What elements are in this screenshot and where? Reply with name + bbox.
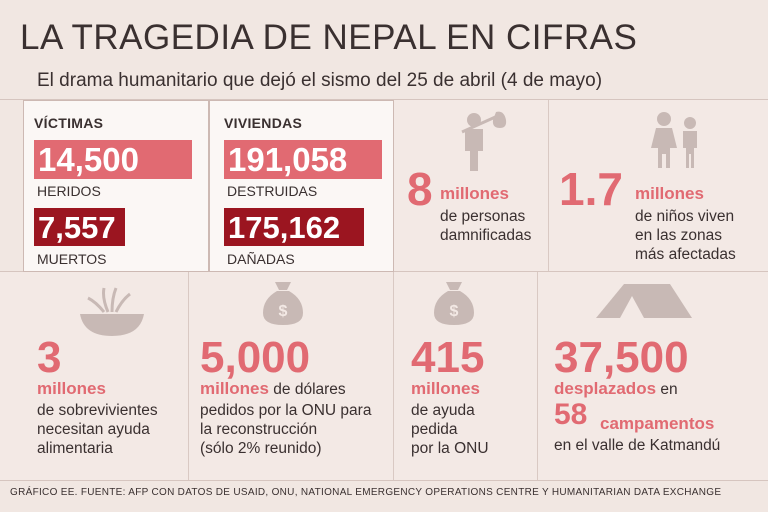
dolares-unit: millones [200, 379, 269, 398]
grain-bowl-icon [80, 287, 144, 336]
campamentos-label: campamentos [600, 414, 715, 433]
muertos-value: 7,557 [34, 208, 125, 246]
ayuda-value: 415 [411, 333, 485, 382]
ninos-unit: millones [635, 184, 704, 203]
svg-text:$: $ [450, 303, 459, 320]
svg-text:$: $ [279, 303, 288, 320]
desplazados-panel: 37,500 desplazados en 58 campamentos en … [538, 272, 768, 480]
ninos-line1: de niños viven [635, 208, 735, 225]
children-icon [651, 112, 697, 168]
viviendas-panel: VIVIENDAS 191,058 DESTRUIDAS 175,162 DAÑ… [209, 100, 394, 272]
dolares-line4: (sólo 2% reunido) [200, 440, 322, 457]
desplazados-line: desplazados en [554, 379, 678, 399]
ayuda-line3: por la ONU [411, 440, 489, 457]
victimas-header: VÍCTIMAS [34, 115, 104, 131]
damnificados-value: 8 [407, 163, 433, 215]
ayuda-panel: $ 415 millones de ayuda pedida por la ON… [394, 272, 538, 480]
dolares-panel: $ 5,000 millones de dólares pedidos por … [189, 272, 394, 480]
ninos-line2: en las zonas [635, 227, 723, 244]
desplazados-unit: desplazados [554, 379, 657, 398]
dolares-line2: pedidos por la ONU para [200, 402, 372, 419]
viviendas-header: VIVIENDAS [224, 115, 303, 131]
dolares-value: 5,000 [200, 333, 311, 382]
page-title: LA TRAGEDIA DE NEPAL EN CIFRAS [20, 18, 638, 57]
victimas-panel: VÍCTIMAS 14,500 HERIDOS 7,557 MUERTOS [23, 100, 209, 272]
desplazados-last-line: en el valle de Katmandú [554, 437, 721, 454]
tent-icon [596, 284, 692, 318]
dolares-line1: millones de dólares [200, 379, 346, 399]
alimentos-line2: necesitan ayuda [37, 421, 150, 438]
page-subtitle: El drama humanitario que dejó el sismo d… [37, 70, 603, 91]
heridos-label: HERIDOS [37, 183, 101, 199]
money-bag-icon: $ [263, 282, 303, 325]
divider [0, 99, 768, 100]
damnificados-line2: damnificadas [440, 227, 532, 244]
source-footer: GRÁFICO EE. FUENTE: AFP CON DATOS DE USA… [10, 487, 722, 498]
ninos-line3: más afectadas [635, 246, 736, 263]
ayuda-line1: de ayuda [411, 402, 475, 419]
dolares-line1-rest: de dólares [268, 381, 346, 398]
alimentos-line1: de sobrevivientes [37, 402, 158, 419]
alimentos-value: 3 [37, 333, 62, 382]
dolares-line3: la reconstrucción [200, 421, 318, 438]
damnificados-line1: de personas [440, 208, 526, 225]
desplazados-unit-rest: en [656, 381, 678, 398]
divider [0, 480, 768, 481]
destruidas-label: DESTRUIDAS [227, 183, 318, 199]
money-bag-icon: $ [434, 282, 474, 325]
campamentos-value: 58 [554, 398, 588, 431]
ninos-panel: 1.7 millones de niños viven en las zonas… [549, 100, 768, 271]
person-with-bundle-icon [461, 111, 507, 171]
damnificados-panel: 8 millones de personas damnificadas [394, 100, 549, 271]
alimentos-panel: 3 millones de sobrevivientes necesitan a… [0, 272, 189, 480]
ayuda-line2: pedida [411, 421, 458, 438]
desplazados-value: 37,500 [554, 333, 689, 382]
muertos-label: MUERTOS [37, 251, 107, 267]
ninos-value: 1.7 [559, 163, 623, 215]
alimentos-line3: alimentaria [37, 440, 113, 457]
damnificados-unit: millones [440, 184, 509, 203]
heridos-value: 14,500 [34, 140, 192, 179]
danadas-label: DAÑADAS [227, 251, 295, 267]
danadas-value: 175,162 [224, 208, 364, 246]
alimentos-unit: millones [37, 379, 106, 398]
ayuda-unit: millones [411, 379, 480, 398]
destruidas-value: 191,058 [224, 140, 382, 179]
